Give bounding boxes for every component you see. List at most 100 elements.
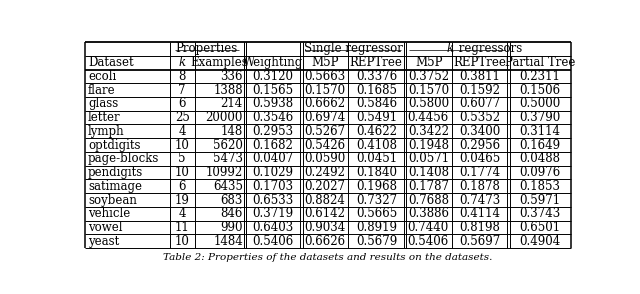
Text: glass: glass — [88, 97, 118, 110]
Text: 0.8198: 0.8198 — [460, 221, 500, 234]
Text: yeast: yeast — [88, 235, 119, 248]
Text: 0.8919: 0.8919 — [356, 221, 397, 234]
Text: 0.1787: 0.1787 — [408, 180, 449, 193]
Text: 0.0488: 0.0488 — [519, 152, 560, 165]
Text: 0.5938: 0.5938 — [253, 97, 294, 110]
Text: 0.5352: 0.5352 — [460, 111, 500, 124]
Text: 0.1649: 0.1649 — [519, 138, 560, 152]
Text: letter: letter — [88, 111, 120, 124]
Text: vowel: vowel — [88, 221, 122, 234]
Text: 0.5697: 0.5697 — [460, 235, 500, 248]
Text: 0.1570: 0.1570 — [408, 83, 449, 97]
Text: 0.5846: 0.5846 — [356, 97, 397, 110]
Text: lymph: lymph — [88, 125, 125, 138]
Text: Table 2: Properties of the datasets and results on the datasets.: Table 2: Properties of the datasets and … — [163, 253, 493, 262]
Text: 5620: 5620 — [213, 138, 243, 152]
Text: 20000: 20000 — [205, 111, 243, 124]
Text: 683: 683 — [221, 193, 243, 206]
Text: REPTree: REPTree — [453, 56, 506, 69]
Text: 0.6974: 0.6974 — [304, 111, 346, 124]
Text: regressors: regressors — [455, 42, 522, 56]
Text: 0.3376: 0.3376 — [356, 70, 397, 83]
Text: 5: 5 — [179, 152, 186, 165]
Text: M5P: M5P — [312, 56, 339, 69]
Text: 0.3422: 0.3422 — [408, 125, 449, 138]
Text: 148: 148 — [221, 125, 243, 138]
Text: 0.0451: 0.0451 — [356, 152, 397, 165]
Text: 0.1774: 0.1774 — [460, 166, 500, 179]
Text: 0.4456: 0.4456 — [408, 111, 449, 124]
Text: M5P: M5P — [415, 56, 443, 69]
Text: 0.5679: 0.5679 — [356, 235, 397, 248]
Text: satimage: satimage — [88, 180, 142, 193]
Text: 0.1685: 0.1685 — [356, 83, 397, 97]
Text: 8: 8 — [179, 70, 186, 83]
Text: 4: 4 — [179, 207, 186, 220]
Text: 0.3790: 0.3790 — [519, 111, 560, 124]
Text: 846: 846 — [221, 207, 243, 220]
Text: 11: 11 — [175, 221, 189, 234]
Text: 7: 7 — [179, 83, 186, 97]
Text: 0.1682: 0.1682 — [253, 138, 294, 152]
Text: 0.6501: 0.6501 — [519, 221, 560, 234]
Text: Weighting: Weighting — [243, 56, 303, 69]
Text: 0.7473: 0.7473 — [460, 193, 500, 206]
Text: ecoli: ecoli — [88, 70, 116, 83]
Text: 0.6533: 0.6533 — [253, 193, 294, 206]
Text: k: k — [179, 56, 186, 69]
Text: 10: 10 — [175, 235, 189, 248]
Text: 0.2027: 0.2027 — [305, 180, 346, 193]
Text: optdigits: optdigits — [88, 138, 140, 152]
Text: 0.3546: 0.3546 — [253, 111, 294, 124]
Text: 0.1029: 0.1029 — [253, 166, 294, 179]
Text: 0.1840: 0.1840 — [356, 166, 397, 179]
Text: 10992: 10992 — [205, 166, 243, 179]
Text: 0.3400: 0.3400 — [460, 125, 500, 138]
Text: 0.5406: 0.5406 — [253, 235, 294, 248]
Text: 6: 6 — [179, 97, 186, 110]
Text: 0.2311: 0.2311 — [519, 70, 560, 83]
Text: 0.1703: 0.1703 — [253, 180, 294, 193]
Text: 0.0407: 0.0407 — [253, 152, 294, 165]
Text: 0.3811: 0.3811 — [460, 70, 500, 83]
Text: 0.3743: 0.3743 — [519, 207, 560, 220]
Text: 0.1408: 0.1408 — [408, 166, 449, 179]
Text: 10: 10 — [175, 138, 189, 152]
Text: 0.4108: 0.4108 — [356, 138, 397, 152]
Text: 0.0571: 0.0571 — [408, 152, 449, 165]
Text: 0.3886: 0.3886 — [408, 207, 449, 220]
Text: 0.6077: 0.6077 — [460, 97, 500, 110]
Text: Single regressor: Single regressor — [303, 42, 403, 56]
Text: flare: flare — [88, 83, 116, 97]
Text: 6435: 6435 — [213, 180, 243, 193]
Text: k: k — [447, 42, 454, 56]
Text: pendigits: pendigits — [88, 166, 143, 179]
Text: 0.5000: 0.5000 — [519, 97, 560, 110]
Text: 0.4622: 0.4622 — [356, 125, 397, 138]
Text: 4: 4 — [179, 125, 186, 138]
Text: 0.5665: 0.5665 — [356, 207, 397, 220]
Text: 0.1853: 0.1853 — [519, 180, 560, 193]
Text: 0.6626: 0.6626 — [304, 235, 346, 248]
Text: 0.5426: 0.5426 — [304, 138, 346, 152]
Text: 1388: 1388 — [213, 83, 243, 97]
Text: 0.5800: 0.5800 — [408, 97, 449, 110]
Text: page-blocks: page-blocks — [88, 152, 159, 165]
Text: 0.5267: 0.5267 — [304, 125, 346, 138]
Text: 6: 6 — [179, 180, 186, 193]
Text: 0.7440: 0.7440 — [408, 221, 449, 234]
Text: 0.1570: 0.1570 — [304, 83, 346, 97]
Text: 0.0465: 0.0465 — [460, 152, 500, 165]
Text: Examples: Examples — [190, 56, 248, 69]
Text: 0.5663: 0.5663 — [304, 70, 346, 83]
Text: 0.3114: 0.3114 — [519, 125, 560, 138]
Text: 1484: 1484 — [213, 235, 243, 248]
Text: 10: 10 — [175, 166, 189, 179]
Text: 0.2492: 0.2492 — [305, 166, 346, 179]
Text: 0.3752: 0.3752 — [408, 70, 449, 83]
Text: 0.6403: 0.6403 — [253, 221, 294, 234]
Text: 0.7688: 0.7688 — [408, 193, 449, 206]
Text: 0.1968: 0.1968 — [356, 180, 397, 193]
Text: 0.0590: 0.0590 — [304, 152, 346, 165]
Text: Partial Tree: Partial Tree — [505, 56, 575, 69]
